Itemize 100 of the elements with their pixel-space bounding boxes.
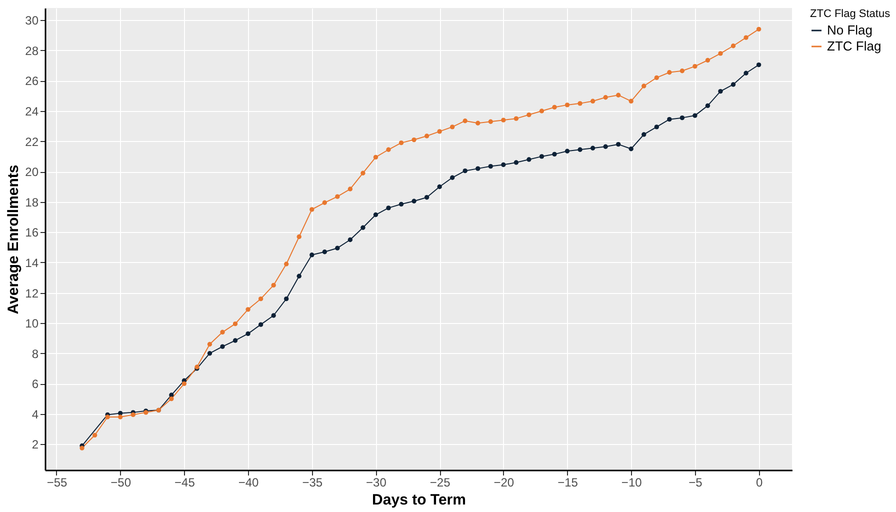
point bbox=[232, 321, 238, 326]
point bbox=[335, 194, 340, 199]
point bbox=[692, 64, 698, 69]
y-tick-label: 6 bbox=[32, 377, 39, 392]
point bbox=[348, 186, 353, 192]
point bbox=[424, 134, 430, 138]
point bbox=[386, 147, 391, 152]
point bbox=[590, 98, 596, 104]
point bbox=[437, 129, 442, 134]
point bbox=[220, 344, 225, 349]
point bbox=[488, 119, 493, 124]
point bbox=[756, 62, 762, 68]
point bbox=[246, 307, 250, 312]
point bbox=[296, 274, 302, 278]
point bbox=[118, 414, 123, 420]
point bbox=[564, 102, 570, 108]
point bbox=[603, 95, 608, 100]
point bbox=[667, 70, 672, 75]
point bbox=[705, 103, 710, 108]
y-tick-label: 20 bbox=[25, 165, 39, 180]
point bbox=[756, 26, 762, 32]
point bbox=[412, 198, 416, 204]
x-tick-label: −50 bbox=[110, 476, 132, 490]
x-tick-label: −15 bbox=[558, 476, 578, 490]
point bbox=[284, 296, 289, 302]
point bbox=[744, 70, 748, 76]
y-tick-label: 10 bbox=[25, 316, 39, 331]
point bbox=[552, 152, 557, 157]
point bbox=[412, 137, 416, 142]
point bbox=[182, 381, 187, 386]
point bbox=[501, 162, 506, 168]
point bbox=[642, 132, 646, 137]
point bbox=[450, 124, 455, 130]
legend-title: ZTC Flag Status bbox=[810, 8, 891, 20]
point bbox=[258, 296, 264, 302]
point bbox=[501, 118, 506, 122]
point bbox=[207, 351, 212, 356]
point bbox=[476, 166, 480, 171]
x-tick-label: 0 bbox=[756, 476, 763, 490]
point bbox=[628, 98, 634, 104]
x-tick-label: −30 bbox=[366, 476, 387, 490]
point bbox=[398, 202, 404, 206]
y-tick-label: 26 bbox=[25, 74, 39, 88]
point bbox=[258, 322, 264, 327]
point bbox=[705, 58, 710, 63]
legend-label: ZTC Flag bbox=[827, 38, 882, 54]
point bbox=[207, 342, 212, 347]
point bbox=[373, 212, 378, 218]
point bbox=[526, 157, 532, 162]
y-tick-label: 4 bbox=[32, 407, 39, 422]
point bbox=[603, 144, 608, 149]
x-tick-label: −10 bbox=[621, 476, 642, 490]
point bbox=[322, 200, 327, 205]
point bbox=[462, 118, 468, 124]
point bbox=[654, 124, 659, 130]
point bbox=[642, 84, 646, 88]
point bbox=[296, 234, 302, 240]
point bbox=[424, 195, 430, 200]
point bbox=[348, 237, 353, 242]
point bbox=[80, 446, 84, 450]
y-tick-label: 8 bbox=[32, 346, 39, 361]
x-tick-label: −45 bbox=[174, 476, 196, 490]
point bbox=[271, 313, 276, 318]
y-tick-label: 16 bbox=[25, 226, 39, 240]
point bbox=[730, 44, 736, 48]
y-axis-title: Average Enrollments bbox=[5, 164, 22, 314]
point bbox=[514, 160, 519, 165]
point bbox=[105, 414, 110, 420]
point bbox=[92, 432, 98, 438]
point bbox=[539, 108, 544, 114]
point bbox=[476, 120, 480, 126]
point bbox=[322, 250, 327, 254]
point bbox=[130, 412, 136, 418]
point bbox=[462, 168, 468, 174]
point bbox=[246, 331, 250, 336]
point bbox=[578, 147, 582, 152]
point bbox=[539, 154, 544, 159]
point bbox=[718, 88, 723, 94]
point bbox=[398, 140, 404, 146]
y-tick-label: 14 bbox=[25, 256, 39, 270]
point bbox=[169, 396, 174, 402]
point bbox=[628, 146, 634, 152]
x-tick-label: −5 bbox=[688, 476, 703, 490]
point bbox=[667, 116, 672, 122]
point bbox=[335, 246, 340, 250]
x-tick-label: −40 bbox=[238, 476, 260, 490]
point bbox=[271, 282, 276, 288]
y-tick-label: 2 bbox=[32, 438, 39, 452]
point bbox=[284, 262, 289, 266]
point bbox=[450, 175, 455, 180]
point bbox=[552, 104, 557, 110]
point bbox=[310, 207, 314, 212]
point bbox=[680, 68, 685, 74]
x-tick-label: −35 bbox=[302, 476, 323, 490]
x-axis-title: Days to Term bbox=[372, 492, 466, 508]
x-tick-label: −55 bbox=[46, 476, 68, 490]
point bbox=[692, 113, 698, 118]
point bbox=[730, 82, 736, 87]
legend-label: No Flag bbox=[827, 22, 873, 38]
point bbox=[526, 112, 532, 118]
